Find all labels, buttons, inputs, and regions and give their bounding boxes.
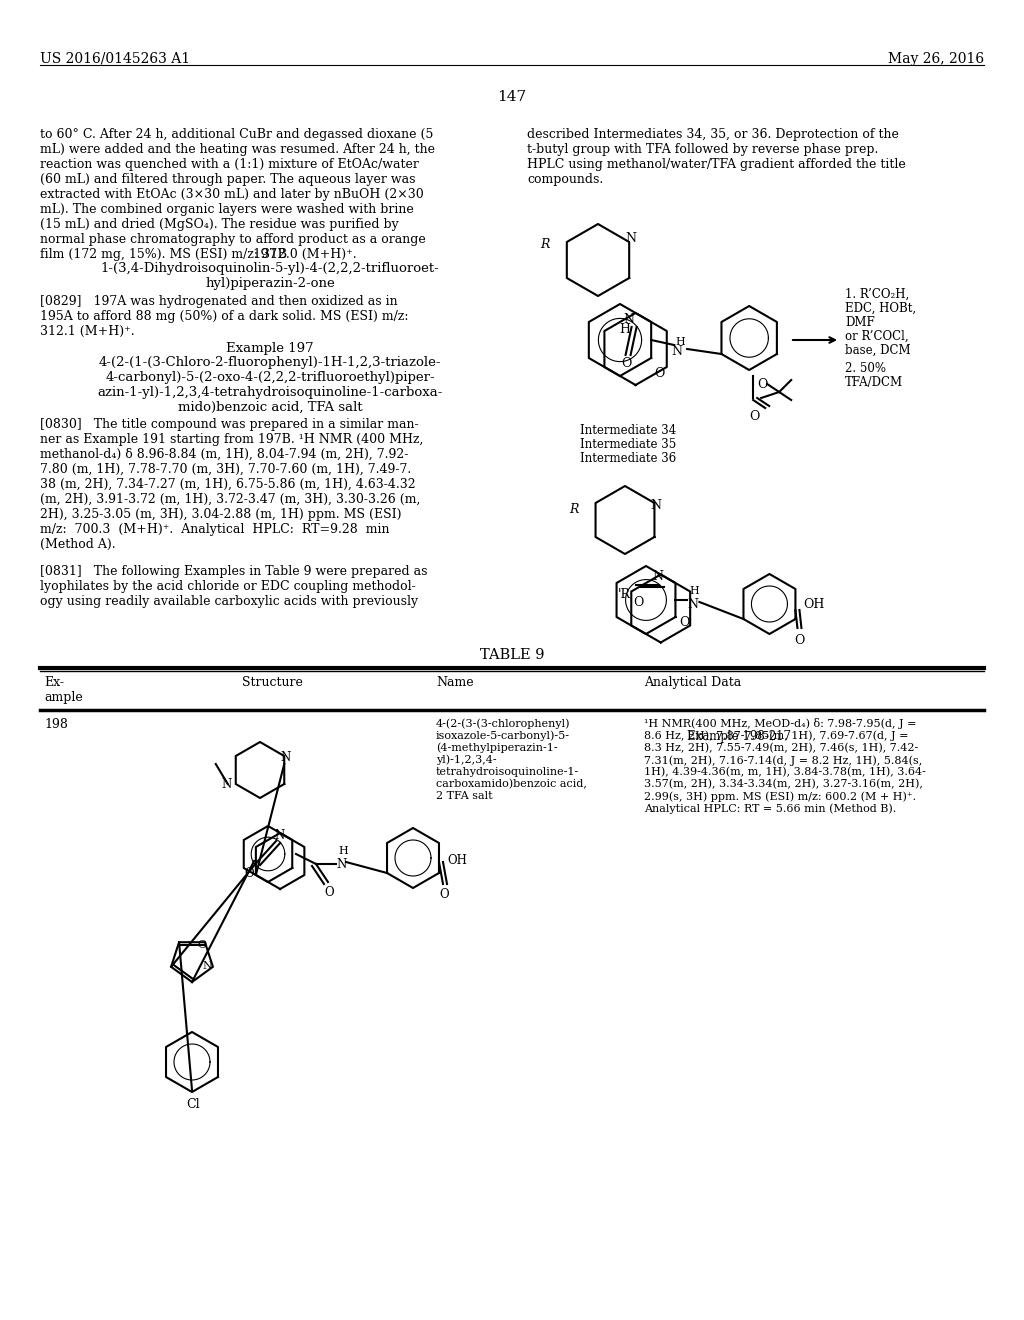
Text: [0829]   197A was hydrogenated and then oxidized as in
195A to afford 88 mg (50%: [0829] 197A was hydrogenated and then ox…: [40, 294, 409, 338]
Text: N: N: [203, 961, 213, 970]
Text: N: N: [222, 777, 232, 791]
Text: O: O: [654, 367, 665, 380]
Text: 'R: 'R: [617, 589, 631, 602]
Text: N: N: [624, 313, 635, 326]
Text: 4-(2-(1-(3-Chloro-2-fluorophenyl)-1H-1,2,3-triazole-
4-carbonyl)-5-(2-oxo-4-(2,2: 4-(2-(1-(3-Chloro-2-fluorophenyl)-1H-1,2…: [97, 356, 442, 414]
Text: H: H: [338, 846, 348, 855]
Text: OH: OH: [804, 598, 824, 611]
Text: Name: Name: [436, 676, 474, 689]
Text: Intermediate 36: Intermediate 36: [580, 451, 676, 465]
Text: Intermediate 34: Intermediate 34: [580, 424, 676, 437]
Text: N: N: [281, 751, 291, 764]
Text: ¹H NMR(400 MHz, MeOD-d₄) δ: 7.98-7.95(d, J =
8.6 Hz, 2H), 7.87-7.85(m, 1H), 7.69: ¹H NMR(400 MHz, MeOD-d₄) δ: 7.98-7.95(d,…: [644, 718, 926, 814]
Text: Ex-
ample: Ex- ample: [44, 676, 83, 704]
Text: N: N: [652, 570, 664, 583]
Text: 1. R’CO₂H,: 1. R’CO₂H,: [845, 288, 909, 301]
Text: 4-(2-(3-(3-chlorophenyl)
isoxazole-5-carbonyl)-5-
(4-methylpiperazin-1-
yl)-1,2,: 4-(2-(3-(3-chlorophenyl) isoxazole-5-car…: [436, 718, 587, 801]
Text: or R’COCl,: or R’COCl,: [845, 330, 908, 343]
Text: [0831]   The following Examples in Table 9 were prepared as
lyophilates by the a: [0831] The following Examples in Table 9…: [40, 565, 427, 609]
Text: N: N: [336, 858, 346, 871]
Text: H: H: [689, 586, 699, 597]
Text: to 60° C. After 24 h, additional CuBr and degassed dioxane (5
mL) were added and: to 60° C. After 24 h, additional CuBr an…: [40, 128, 435, 261]
Text: 197B: 197B: [253, 248, 288, 261]
Text: N: N: [650, 499, 662, 512]
Text: Example 198-217: Example 198-217: [687, 730, 792, 743]
Text: May 26, 2016: May 26, 2016: [888, 51, 984, 66]
Text: Structure: Structure: [242, 676, 302, 689]
Text: H: H: [620, 323, 631, 337]
Text: 1-(3,4-Dihydroisoquinolin-5-yl)-4-(2,2,2-trifluoroet-
hyl)piperazin-2-one: 1-(3,4-Dihydroisoquinolin-5-yl)-4-(2,2,2…: [100, 261, 439, 290]
Text: O: O: [795, 634, 805, 647]
Text: Example 197: Example 197: [226, 342, 313, 355]
Text: Analytical Data: Analytical Data: [644, 676, 741, 689]
Text: R: R: [540, 239, 549, 251]
Text: O: O: [197, 940, 206, 950]
Text: OH: OH: [447, 854, 467, 867]
Text: N: N: [687, 598, 698, 611]
Text: O: O: [680, 616, 690, 630]
Text: TABLE 9: TABLE 9: [480, 648, 544, 663]
Text: base, DCM: base, DCM: [845, 345, 910, 356]
Text: H: H: [675, 337, 685, 347]
Text: described Intermediates 34, 35, or 36. Deprotection of the
t-butyl group with TF: described Intermediates 34, 35, or 36. D…: [527, 128, 906, 186]
Text: 147: 147: [498, 90, 526, 104]
Text: DMF: DMF: [845, 315, 874, 329]
Text: O: O: [244, 867, 254, 880]
Text: R: R: [569, 503, 579, 516]
Text: Intermediate 35: Intermediate 35: [580, 438, 676, 451]
Text: N: N: [626, 231, 636, 244]
Text: O: O: [750, 411, 760, 422]
Text: Cl: Cl: [186, 1098, 200, 1111]
Text: O: O: [634, 597, 644, 610]
Text: N: N: [671, 345, 682, 358]
Text: O: O: [622, 356, 632, 370]
Text: 2. 50%: 2. 50%: [845, 362, 886, 375]
Text: 198: 198: [44, 718, 68, 731]
Text: N: N: [274, 829, 285, 842]
Text: [0830]   The title compound was prepared in a similar man-
ner as Example 191 st: [0830] The title compound was prepared i…: [40, 418, 423, 550]
Text: EDC, HOBt,: EDC, HOBt,: [845, 302, 916, 315]
Text: US 2016/0145263 A1: US 2016/0145263 A1: [40, 51, 190, 66]
Text: O: O: [439, 888, 449, 902]
Text: O: O: [757, 378, 768, 391]
Text: TFA/DCM: TFA/DCM: [845, 376, 903, 389]
Text: O: O: [324, 886, 334, 899]
